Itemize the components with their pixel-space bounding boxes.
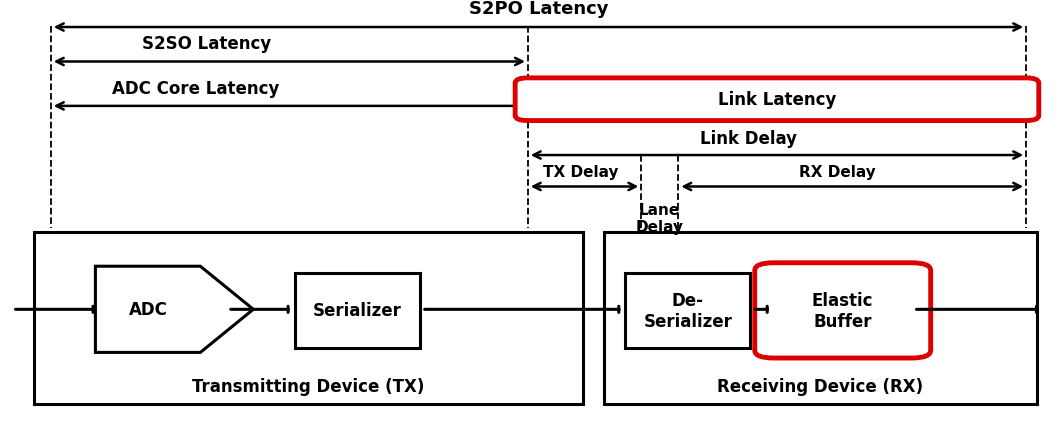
Text: RX Delay: RX Delay bbox=[799, 165, 876, 180]
Text: Link Latency: Link Latency bbox=[718, 91, 836, 109]
FancyBboxPatch shape bbox=[515, 79, 1039, 121]
Text: Serializer: Serializer bbox=[313, 302, 402, 319]
Text: Link Delay: Link Delay bbox=[700, 130, 797, 148]
Text: Elastic
Buffer: Elastic Buffer bbox=[812, 291, 873, 330]
FancyBboxPatch shape bbox=[755, 263, 931, 358]
Bar bbox=[625, 273, 750, 348]
Text: Transmitting Device (TX): Transmitting Device (TX) bbox=[192, 377, 425, 395]
Text: ADC: ADC bbox=[128, 301, 167, 319]
Polygon shape bbox=[95, 267, 253, 353]
Bar bbox=[604, 232, 1037, 404]
Text: Receiving Device (RX): Receiving Device (RX) bbox=[718, 377, 923, 395]
Text: ADC Core Latency: ADC Core Latency bbox=[112, 80, 280, 98]
Text: TX Delay: TX Delay bbox=[543, 165, 619, 180]
Text: S2SO Latency: S2SO Latency bbox=[142, 34, 271, 52]
Text: S2PO Latency: S2PO Latency bbox=[469, 0, 608, 18]
Text: Lane
Delay: Lane Delay bbox=[635, 202, 684, 234]
Text: De-
Serializer: De- Serializer bbox=[643, 291, 732, 330]
Bar bbox=[34, 232, 583, 404]
Bar bbox=[295, 273, 420, 348]
